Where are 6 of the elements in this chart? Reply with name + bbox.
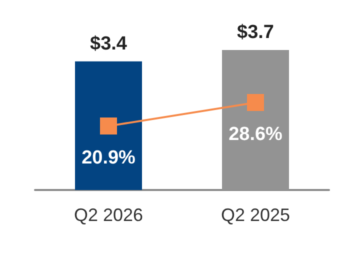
- x-tick-label: Q2 2025: [220, 205, 290, 225]
- data-label: 28.6%: [228, 124, 283, 145]
- data-label: 20.9%: [82, 148, 136, 169]
- x-tick-label: Q2 2026: [74, 205, 144, 225]
- data-label: $3.7: [237, 22, 274, 43]
- data-label: $3.4: [90, 33, 128, 54]
